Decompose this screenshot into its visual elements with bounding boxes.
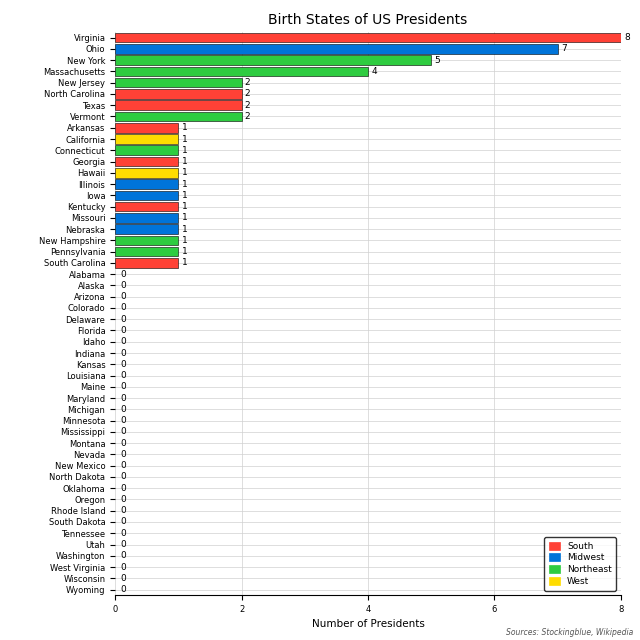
Bar <box>115 44 557 54</box>
Text: 4: 4 <box>371 67 377 76</box>
Text: 0: 0 <box>120 574 126 583</box>
Text: 0: 0 <box>120 450 126 459</box>
Bar <box>115 145 179 155</box>
Text: 2: 2 <box>244 112 250 121</box>
Bar <box>115 33 621 42</box>
Text: 0: 0 <box>120 405 126 414</box>
Text: 0: 0 <box>120 360 126 369</box>
Bar <box>115 225 179 234</box>
Text: 1: 1 <box>182 259 188 268</box>
Text: 2: 2 <box>244 100 250 109</box>
Text: 2: 2 <box>244 90 250 99</box>
Text: 0: 0 <box>120 461 126 470</box>
Bar <box>115 191 179 200</box>
Bar <box>115 67 368 76</box>
Text: 0: 0 <box>120 506 126 515</box>
Bar <box>115 78 241 88</box>
Text: 1: 1 <box>182 157 188 166</box>
Text: 0: 0 <box>120 394 126 403</box>
Bar <box>115 213 179 223</box>
Text: 7: 7 <box>561 44 566 53</box>
Text: 2: 2 <box>244 78 250 87</box>
Bar <box>115 179 179 189</box>
Text: Sources: Stockingblue, Wikipedia: Sources: Stockingblue, Wikipedia <box>506 628 634 637</box>
Text: 1: 1 <box>182 180 188 189</box>
Text: 0: 0 <box>120 337 126 346</box>
Bar <box>115 134 179 144</box>
Text: 0: 0 <box>120 472 126 481</box>
Title: Birth States of US Presidents: Birth States of US Presidents <box>268 13 468 27</box>
Text: 1: 1 <box>182 225 188 234</box>
Bar <box>115 247 179 257</box>
Text: 1: 1 <box>182 236 188 245</box>
Bar <box>115 157 179 166</box>
Text: 0: 0 <box>120 585 126 594</box>
Text: 0: 0 <box>120 371 126 380</box>
Text: 0: 0 <box>120 315 126 324</box>
Text: 0: 0 <box>120 495 126 504</box>
Text: 0: 0 <box>120 303 126 312</box>
Text: 1: 1 <box>182 124 188 132</box>
Text: 1: 1 <box>182 168 188 177</box>
Bar <box>115 56 431 65</box>
Text: 1: 1 <box>182 247 188 256</box>
Text: 8: 8 <box>624 33 630 42</box>
Text: 1: 1 <box>182 191 188 200</box>
Bar <box>115 202 179 211</box>
Legend: South, Midwest, Northeast, West: South, Midwest, Northeast, West <box>545 537 616 591</box>
Text: 0: 0 <box>120 438 126 447</box>
Text: 0: 0 <box>120 349 126 358</box>
Text: 0: 0 <box>120 518 126 527</box>
Text: 1: 1 <box>182 202 188 211</box>
Text: 1: 1 <box>182 146 188 155</box>
Text: 1: 1 <box>182 213 188 222</box>
X-axis label: Number of Presidents: Number of Presidents <box>312 620 424 630</box>
Text: 0: 0 <box>120 529 126 538</box>
Bar <box>115 123 179 132</box>
Text: 0: 0 <box>120 540 126 549</box>
Bar <box>115 100 241 110</box>
Text: 0: 0 <box>120 292 126 301</box>
Text: 1: 1 <box>182 134 188 143</box>
Text: 0: 0 <box>120 428 126 436</box>
Text: 0: 0 <box>120 563 126 572</box>
Bar <box>115 236 179 245</box>
Text: 5: 5 <box>435 56 440 65</box>
Bar <box>115 168 179 177</box>
Bar <box>115 258 179 268</box>
Text: 0: 0 <box>120 326 126 335</box>
Text: 0: 0 <box>120 281 126 290</box>
Text: 0: 0 <box>120 416 126 425</box>
Text: 0: 0 <box>120 484 126 493</box>
Bar <box>115 89 241 99</box>
Text: 0: 0 <box>120 382 126 391</box>
Text: 0: 0 <box>120 269 126 278</box>
Text: 0: 0 <box>120 551 126 560</box>
Bar <box>115 112 241 121</box>
